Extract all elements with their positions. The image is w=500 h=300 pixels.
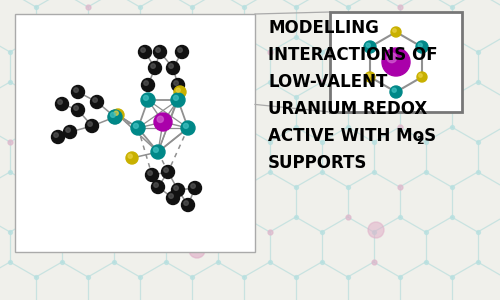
Circle shape bbox=[86, 119, 98, 133]
Circle shape bbox=[146, 169, 158, 182]
Circle shape bbox=[74, 106, 78, 110]
Circle shape bbox=[366, 43, 370, 47]
Circle shape bbox=[114, 111, 118, 115]
Circle shape bbox=[154, 148, 158, 152]
Circle shape bbox=[178, 48, 182, 52]
Text: LOW-VALENT: LOW-VALENT bbox=[268, 73, 388, 91]
Circle shape bbox=[144, 81, 148, 85]
Circle shape bbox=[174, 81, 178, 85]
Circle shape bbox=[364, 41, 376, 53]
Circle shape bbox=[151, 64, 156, 68]
Circle shape bbox=[64, 125, 76, 139]
Circle shape bbox=[176, 46, 188, 59]
Circle shape bbox=[166, 191, 179, 205]
Circle shape bbox=[184, 124, 188, 128]
Circle shape bbox=[156, 48, 160, 52]
Circle shape bbox=[112, 109, 124, 121]
Circle shape bbox=[142, 79, 154, 92]
Bar bbox=[330, 12, 462, 112]
Circle shape bbox=[72, 103, 85, 116]
Circle shape bbox=[72, 85, 85, 98]
Circle shape bbox=[108, 110, 122, 124]
Circle shape bbox=[110, 112, 116, 117]
Circle shape bbox=[382, 48, 410, 76]
Circle shape bbox=[169, 64, 173, 68]
Circle shape bbox=[416, 41, 428, 53]
Text: 2: 2 bbox=[416, 136, 424, 146]
Circle shape bbox=[172, 79, 184, 92]
Circle shape bbox=[418, 74, 422, 77]
Circle shape bbox=[131, 121, 145, 135]
Circle shape bbox=[184, 201, 188, 205]
Circle shape bbox=[174, 86, 186, 98]
Circle shape bbox=[152, 181, 164, 194]
Circle shape bbox=[166, 61, 179, 74]
Circle shape bbox=[111, 113, 116, 117]
Circle shape bbox=[108, 110, 122, 124]
Text: INTERACTIONS OF: INTERACTIONS OF bbox=[268, 46, 438, 64]
Circle shape bbox=[417, 72, 427, 82]
Circle shape bbox=[52, 130, 64, 143]
Circle shape bbox=[392, 88, 396, 92]
Text: ACTIVE WITH MoS: ACTIVE WITH MoS bbox=[268, 127, 436, 145]
Circle shape bbox=[174, 186, 178, 190]
Circle shape bbox=[391, 27, 401, 37]
Circle shape bbox=[162, 166, 174, 178]
Circle shape bbox=[182, 199, 194, 212]
Circle shape bbox=[148, 171, 152, 175]
Circle shape bbox=[365, 72, 375, 82]
Circle shape bbox=[172, 184, 184, 196]
Circle shape bbox=[151, 145, 165, 159]
Circle shape bbox=[393, 29, 396, 32]
Circle shape bbox=[126, 152, 138, 164]
Circle shape bbox=[128, 154, 132, 158]
Circle shape bbox=[368, 222, 384, 238]
Circle shape bbox=[367, 74, 370, 77]
Circle shape bbox=[189, 242, 205, 258]
Circle shape bbox=[56, 98, 68, 110]
Circle shape bbox=[90, 95, 104, 109]
Circle shape bbox=[387, 53, 396, 63]
Text: SUPPORTS: SUPPORTS bbox=[268, 154, 368, 172]
Circle shape bbox=[54, 133, 58, 137]
Circle shape bbox=[93, 98, 98, 102]
Circle shape bbox=[174, 95, 178, 100]
Circle shape bbox=[390, 86, 402, 98]
Circle shape bbox=[66, 128, 70, 132]
Circle shape bbox=[169, 194, 173, 198]
Circle shape bbox=[74, 88, 78, 92]
Circle shape bbox=[181, 121, 195, 135]
Circle shape bbox=[154, 183, 158, 187]
Circle shape bbox=[157, 116, 164, 122]
Circle shape bbox=[154, 113, 172, 131]
Text: MODELLING: MODELLING bbox=[268, 19, 379, 37]
Bar bbox=[15, 14, 255, 252]
Circle shape bbox=[141, 48, 146, 52]
Circle shape bbox=[188, 182, 202, 194]
Circle shape bbox=[58, 100, 62, 104]
Circle shape bbox=[134, 124, 138, 128]
Circle shape bbox=[148, 61, 162, 74]
Circle shape bbox=[191, 184, 196, 188]
Circle shape bbox=[141, 93, 155, 107]
Circle shape bbox=[171, 93, 185, 107]
Circle shape bbox=[144, 95, 148, 100]
Circle shape bbox=[88, 122, 92, 126]
Circle shape bbox=[154, 46, 166, 59]
Circle shape bbox=[176, 88, 180, 92]
Circle shape bbox=[138, 46, 151, 59]
Circle shape bbox=[418, 43, 422, 47]
Circle shape bbox=[164, 168, 168, 172]
Text: URANIUM REDOX: URANIUM REDOX bbox=[268, 100, 427, 118]
